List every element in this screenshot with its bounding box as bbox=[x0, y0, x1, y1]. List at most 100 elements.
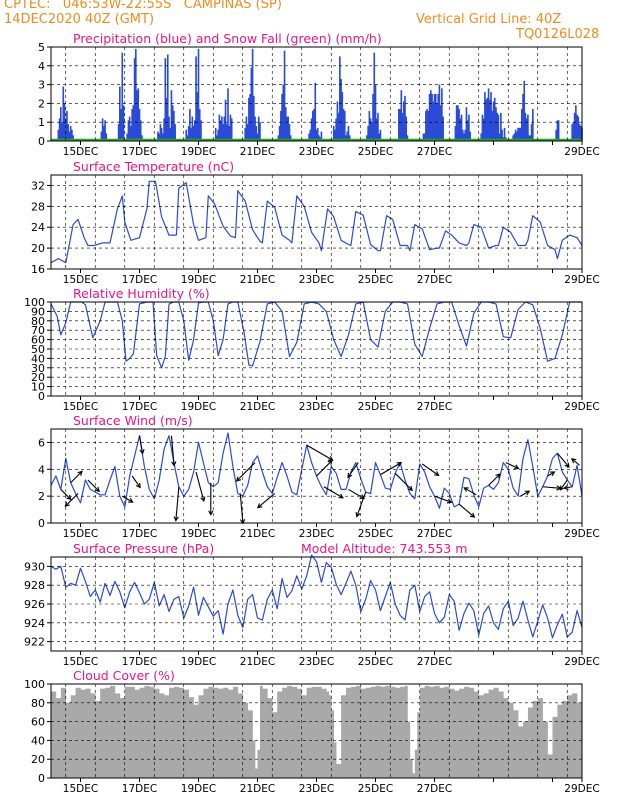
x-tick-label: 15DEC bbox=[63, 783, 98, 795]
precip-bar bbox=[60, 107, 62, 141]
precip-bar bbox=[520, 109, 523, 141]
cloud-area bbox=[370, 686, 376, 778]
x-tick-label: 27DEC bbox=[417, 528, 452, 540]
y-tick-label: 930 bbox=[24, 560, 45, 573]
precip-bar bbox=[577, 116, 580, 141]
cloud-title: Cloud Cover (%) bbox=[73, 668, 175, 683]
precip-bar bbox=[484, 92, 486, 141]
precip-bar bbox=[223, 116, 226, 141]
precip-bar bbox=[228, 125, 231, 141]
precip-bar bbox=[308, 133, 310, 141]
cloud-area bbox=[572, 693, 578, 778]
precip-bar bbox=[501, 129, 503, 141]
cloud-area bbox=[262, 688, 268, 778]
x-tick-label: 19DEC bbox=[181, 783, 216, 795]
cloud-area bbox=[336, 763, 342, 778]
y-tick-label: 40 bbox=[31, 734, 45, 747]
wind-arrow-head bbox=[563, 484, 569, 491]
x-tick-label: 17DEC bbox=[122, 656, 157, 668]
precip-bar bbox=[512, 135, 514, 141]
precip-bar bbox=[105, 133, 108, 141]
precip-bar bbox=[130, 125, 132, 141]
wind-arrow-head bbox=[513, 464, 520, 470]
precip-bar bbox=[340, 78, 342, 141]
cloud-area bbox=[557, 704, 563, 778]
precip-bar bbox=[491, 110, 494, 141]
cloud-area bbox=[333, 742, 337, 778]
precip-bar bbox=[343, 110, 346, 141]
cloud-area bbox=[483, 693, 489, 778]
cloud-area bbox=[55, 698, 62, 778]
x-tick-label: 27DEC bbox=[417, 274, 452, 286]
cloud-area bbox=[213, 687, 219, 778]
header-station: CPTEC: 046:53W-22:55S CAMPINAS (SP) bbox=[4, 0, 282, 12]
precip-bar bbox=[482, 118, 485, 141]
wind-panel: 0 2 4 6 15DEC 17DEC 19DEC 21DEC 23DEC 25DEC 27DEC 2… bbox=[38, 413, 600, 540]
x-tick-label: 29DEC bbox=[564, 528, 599, 540]
cloud-area bbox=[105, 687, 111, 778]
precip-bar bbox=[185, 129, 188, 141]
precip-bar bbox=[578, 124, 581, 141]
precip-bar bbox=[255, 125, 258, 141]
cloud-area bbox=[405, 685, 408, 778]
precip-bar bbox=[251, 48, 254, 141]
cloud-area bbox=[414, 749, 418, 778]
cloud-area bbox=[407, 721, 411, 778]
x-tick-label: 23DEC bbox=[299, 656, 334, 668]
cloud-area bbox=[493, 687, 499, 778]
cloud-area bbox=[129, 686, 135, 778]
precip-bar bbox=[121, 52, 124, 141]
cloud-area bbox=[164, 695, 170, 778]
y-tick-label: 10 bbox=[31, 381, 45, 394]
precip-bar bbox=[573, 112, 576, 141]
x-tick-label: 25DEC bbox=[358, 528, 393, 540]
temperature-line bbox=[50, 180, 583, 264]
cloud-area bbox=[478, 695, 484, 778]
x-tick-label: 21DEC bbox=[240, 656, 275, 668]
cloud-area bbox=[454, 690, 460, 778]
precip-title: Precipitation (blue) and Snow Fall (gree… bbox=[73, 31, 382, 46]
wind-arrow-head bbox=[469, 512, 476, 518]
precip-bar bbox=[196, 92, 199, 141]
precip-bar bbox=[66, 110, 68, 141]
precip-bar bbox=[576, 114, 578, 141]
precip-bar bbox=[337, 112, 340, 141]
cloud-area bbox=[80, 689, 86, 778]
cloud-area bbox=[523, 721, 529, 778]
x-tick-label: 19DEC bbox=[181, 146, 216, 158]
wind-arrow-head bbox=[139, 449, 145, 455]
cloud-area bbox=[380, 686, 386, 778]
precip-bar bbox=[481, 114, 484, 141]
wind-arrow bbox=[138, 435, 144, 454]
y-tick-label: 3 bbox=[38, 79, 45, 92]
wind-arrow bbox=[64, 493, 79, 507]
wind-arrow-head bbox=[559, 485, 565, 491]
precip-bar bbox=[280, 110, 282, 141]
wind-arrow bbox=[316, 460, 333, 477]
precip-bar bbox=[311, 110, 314, 141]
wind-arrow bbox=[87, 479, 100, 492]
cloud-area bbox=[355, 685, 362, 778]
humidity-line bbox=[50, 301, 582, 369]
y-tick-label: 2 bbox=[38, 490, 45, 503]
precip-bar bbox=[442, 116, 444, 141]
precip-bar bbox=[71, 129, 73, 141]
y-tick-label: 6 bbox=[38, 436, 45, 449]
wind-arrow-head bbox=[77, 470, 83, 476]
precip-bar bbox=[557, 120, 560, 141]
wind-arrow-head bbox=[407, 485, 413, 492]
wind-title: Surface Wind (m/s) bbox=[73, 413, 193, 428]
wind-arrow-head bbox=[564, 462, 570, 468]
cloud-area bbox=[259, 685, 263, 778]
precip-bar bbox=[368, 110, 371, 141]
precip-bar bbox=[528, 135, 530, 141]
wind-arrow-head bbox=[338, 493, 344, 499]
y-tick-label: 30 bbox=[31, 362, 45, 375]
precip-bar bbox=[227, 88, 229, 141]
cloud-area bbox=[321, 688, 327, 778]
x-tick-label: 27DEC bbox=[417, 146, 452, 158]
x-tick-label: 29DEC bbox=[564, 783, 599, 795]
wind-arrow bbox=[236, 462, 256, 482]
y-tick-label: 0 bbox=[38, 135, 45, 148]
precip-bar bbox=[278, 125, 281, 141]
